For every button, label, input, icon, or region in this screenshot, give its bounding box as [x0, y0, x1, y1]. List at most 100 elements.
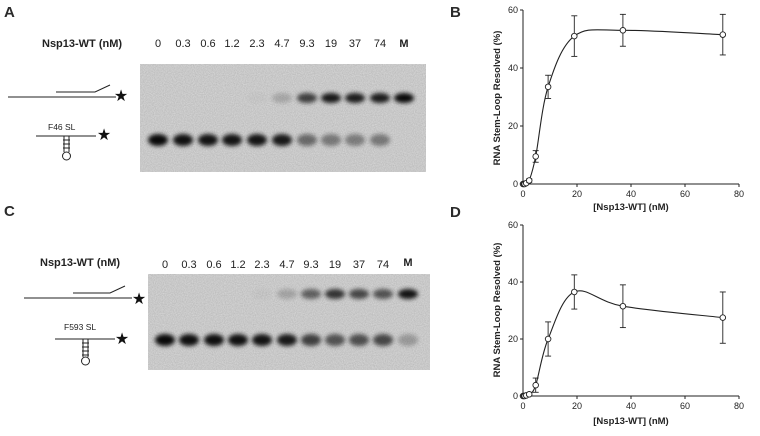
gel-top: Nsp13-WT (nM) 0 0.3 0.6 1.2 2.3 4.7 9.3 …	[8, 38, 426, 172]
fluor-star-icon: ★	[132, 291, 146, 308]
lane-label: 1.2	[230, 259, 245, 271]
data-point	[532, 381, 539, 389]
stem-loop-schematic-bottom	[55, 338, 115, 366]
data-point	[571, 32, 578, 40]
chart-b-plot: 0 20 40 60 0 20 40 60 80	[508, 5, 744, 199]
x-tick-label: 80	[734, 189, 744, 199]
data-point	[571, 288, 578, 296]
lane-label: 0.6	[200, 38, 215, 50]
gel-band-lower	[325, 334, 345, 346]
lane-label: 0.3	[175, 38, 190, 50]
x-tick-label: 0	[520, 189, 525, 199]
gel-band-upper	[297, 93, 317, 103]
y-tick-label: 60	[508, 220, 518, 230]
gel-top-title: Nsp13-WT (nM)	[42, 38, 122, 50]
data-point	[544, 335, 552, 343]
gel-band-lower	[173, 134, 193, 146]
chart-d-xlabel: [Nsp13-WT] (nM)	[593, 416, 668, 427]
gel-band-lower	[345, 134, 365, 146]
data-point	[719, 314, 727, 321]
data-point	[719, 31, 727, 38]
marker-lane-label: M	[399, 38, 408, 50]
y-tick-label: 0	[513, 179, 518, 189]
gel-band-lower	[247, 134, 267, 146]
gel-band-upper	[370, 93, 390, 103]
gel-band-lower	[155, 334, 175, 346]
lane-label: 19	[329, 259, 341, 271]
chart-d: RNA Stem-Loop Resolved (%) [Nsp13-WT] (n…	[492, 220, 744, 427]
panel-label-d: D	[450, 204, 461, 221]
y-tick-label: 60	[508, 5, 518, 15]
gel-band-upper	[325, 289, 345, 299]
data-point	[544, 83, 552, 91]
lane-label: 74	[374, 38, 386, 50]
chart-b-xlabel: [Nsp13-WT] (nM)	[593, 202, 668, 213]
gel-band-lower	[222, 134, 242, 146]
substrate-label: F593 SL	[64, 322, 96, 332]
lane-label: 4.7	[279, 259, 294, 271]
lane-label: 2.3	[254, 259, 269, 271]
duplex-schematic-top	[8, 84, 116, 98]
panel-label-a: A	[4, 4, 15, 21]
substrate-label: F46 SL	[48, 122, 76, 132]
chart-b-ylabel: RNA Stem-Loop Resolved (%)	[492, 31, 503, 166]
gel-bottom: Nsp13-WT (nM) 0 0.3 0.6 1.2 2.3 4.7 9.3 …	[24, 257, 430, 370]
y-tick-label: 40	[508, 277, 518, 287]
y-tick-label: 20	[508, 121, 518, 131]
x-tick-label: 20	[572, 189, 582, 199]
gel-band-upper	[277, 289, 297, 299]
data-point	[525, 391, 533, 398]
x-tick-label: 20	[572, 401, 582, 411]
lane-label: 1.2	[224, 38, 239, 50]
lane-label: 19	[325, 38, 337, 50]
gel-band-lower	[204, 334, 224, 346]
gel-band-lower	[277, 334, 297, 346]
lane-label: 0	[155, 38, 161, 50]
panel-label-b: B	[450, 4, 461, 21]
fluor-star-icon: ★	[115, 331, 129, 348]
gel-band-upper	[301, 289, 321, 299]
gel-band-lower	[297, 134, 317, 146]
x-tick-label: 60	[680, 189, 690, 199]
fluor-star-icon: ★	[97, 127, 111, 144]
chart-d-ylabel: RNA Stem-Loop Resolved (%)	[492, 243, 503, 378]
gel-band-upper	[321, 93, 341, 103]
gel-band-lower	[349, 334, 369, 346]
gel-band-upper	[394, 93, 414, 103]
gel-top-noise	[140, 64, 426, 172]
gel-bottom-lane-labels: 0 0.3 0.6 1.2 2.3 4.7 9.3 19 37 74 M	[162, 257, 413, 271]
gel-top-lane-labels: 0 0.3 0.6 1.2 2.3 4.7 9.3 19 37 74 M	[155, 38, 409, 50]
gel-band-upper	[373, 289, 393, 299]
lane-label: 0.3	[181, 259, 196, 271]
lane-label: 2.3	[249, 38, 264, 50]
gel-band-lower	[272, 134, 292, 146]
gel-bottom-noise	[148, 274, 430, 370]
x-tick-label: 80	[734, 401, 744, 411]
data-point	[619, 302, 627, 310]
gel-band-upper	[345, 93, 365, 103]
x-tick-label: 40	[626, 401, 636, 411]
gel-band-upper	[247, 93, 267, 103]
lane-label: 9.3	[303, 259, 318, 271]
gel-bottom-bands	[155, 289, 418, 346]
data-point	[525, 177, 533, 184]
y-tick-label: 0	[513, 391, 518, 401]
duplex-schematic-bottom	[24, 285, 132, 299]
data-point	[532, 153, 539, 160]
lane-label: 0	[162, 259, 168, 271]
gel-band-lower	[370, 134, 390, 146]
gel-band-lower	[321, 134, 341, 146]
chart-d-plot: 0 20 40 60 0 20 40 60 80	[508, 220, 744, 411]
gel-band-lower	[148, 134, 168, 146]
lane-label: 37	[353, 259, 365, 271]
gel-band-lower	[373, 334, 393, 346]
chart-b: RNA Stem-Loop Resolved (%) [Nsp13-WT] (n…	[492, 5, 744, 213]
gel-band-lower	[252, 334, 272, 346]
y-tick-label: 40	[508, 63, 518, 73]
lane-label: 74	[377, 259, 389, 271]
gel-top-bands	[148, 93, 414, 146]
fluor-star-icon: ★	[114, 88, 128, 105]
gel-band-lower	[398, 334, 418, 346]
gel-band-upper	[252, 289, 272, 299]
